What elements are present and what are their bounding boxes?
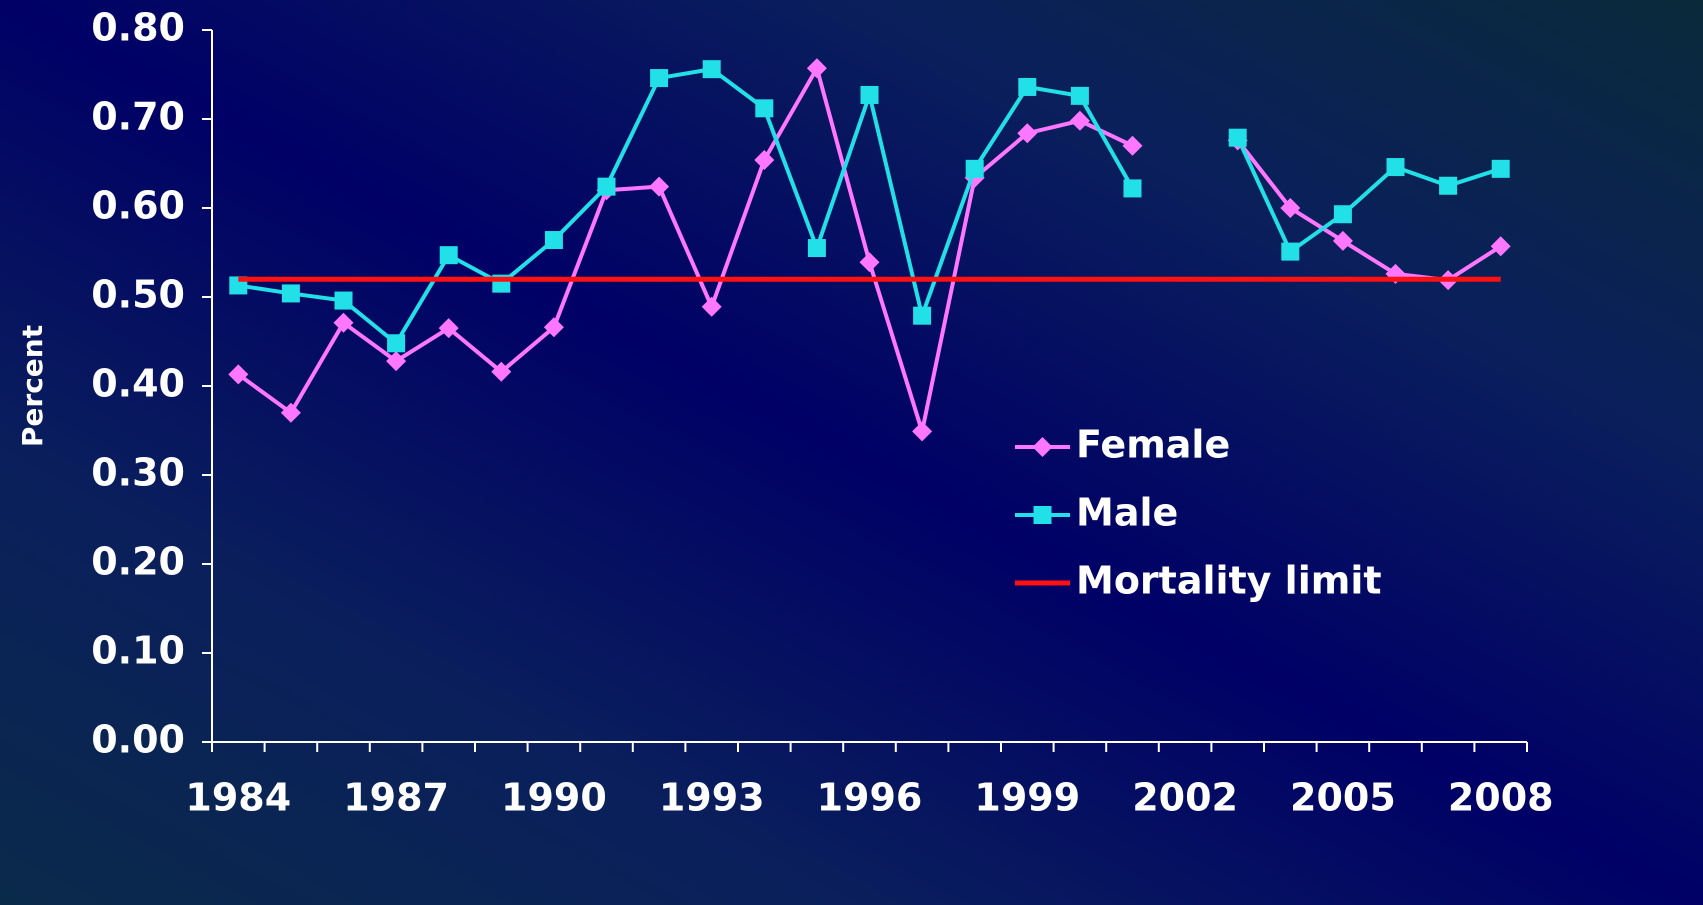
data-point <box>807 239 826 258</box>
data-point <box>1228 128 1247 147</box>
y-tick-label: 0.20 <box>91 540 185 584</box>
x-tick-label: 2002 <box>1132 776 1238 820</box>
data-point <box>649 176 670 197</box>
data-point <box>913 306 932 325</box>
data-point <box>1386 158 1405 177</box>
x-tick-label: 1990 <box>501 776 607 820</box>
data-point <box>386 351 407 372</box>
y-tick-label: 0.70 <box>91 95 185 139</box>
data-point <box>1070 86 1089 105</box>
x-tick-label: 1996 <box>817 776 923 820</box>
legend-marker <box>1033 506 1052 524</box>
data-point <box>1333 205 1352 224</box>
data-point <box>281 284 300 303</box>
data-point <box>1332 230 1353 251</box>
legend-marker <box>1032 437 1053 457</box>
data-point <box>544 231 563 250</box>
data-point <box>387 334 406 353</box>
y-tick-label: 0.50 <box>91 273 185 317</box>
data-point <box>1491 159 1510 178</box>
data-point <box>650 69 669 88</box>
y-tick-label: 0.60 <box>91 184 185 228</box>
data-point <box>1439 176 1458 195</box>
data-point <box>1122 135 1143 156</box>
data-point <box>702 60 721 79</box>
y-axis-label: Percent <box>16 325 49 447</box>
data-point <box>438 318 459 339</box>
data-point <box>333 312 354 333</box>
data-point <box>1490 236 1511 257</box>
data-point <box>859 252 880 273</box>
legend-label: Male <box>1076 491 1178 535</box>
data-point <box>1280 198 1301 218</box>
x-tick-label: 1987 <box>343 776 449 820</box>
y-tick-label: 0.00 <box>91 718 185 762</box>
y-tick-label: 0.80 <box>91 6 185 50</box>
y-tick-label: 0.30 <box>91 451 185 495</box>
data-point <box>491 361 512 382</box>
data-point <box>334 291 353 310</box>
x-tick-label: 2008 <box>1448 776 1554 820</box>
data-point <box>228 364 249 385</box>
data-point <box>1017 123 1038 144</box>
x-tick-label: 1984 <box>185 776 291 820</box>
data-point <box>754 149 775 170</box>
data-point <box>597 177 616 196</box>
data-point <box>543 317 564 338</box>
x-tick-label: 2005 <box>1290 776 1396 820</box>
data-point <box>755 99 774 118</box>
y-tick-label: 0.40 <box>91 362 185 406</box>
legend-label: Female <box>1076 423 1230 467</box>
legend-label: Mortality limit <box>1076 559 1382 603</box>
x-tick-label: 1993 <box>659 776 765 820</box>
data-point <box>1069 110 1090 131</box>
data-point <box>965 159 984 178</box>
data-point <box>1018 77 1037 96</box>
data-point <box>439 246 458 265</box>
data-point <box>280 402 301 423</box>
data-point <box>860 85 879 104</box>
data-point <box>806 58 827 79</box>
y-tick-label: 0.10 <box>91 629 185 673</box>
x-tick-label: 1999 <box>974 776 1080 820</box>
data-point <box>701 296 722 317</box>
data-point <box>1281 242 1300 261</box>
data-point <box>912 421 933 442</box>
data-point <box>1123 179 1142 198</box>
